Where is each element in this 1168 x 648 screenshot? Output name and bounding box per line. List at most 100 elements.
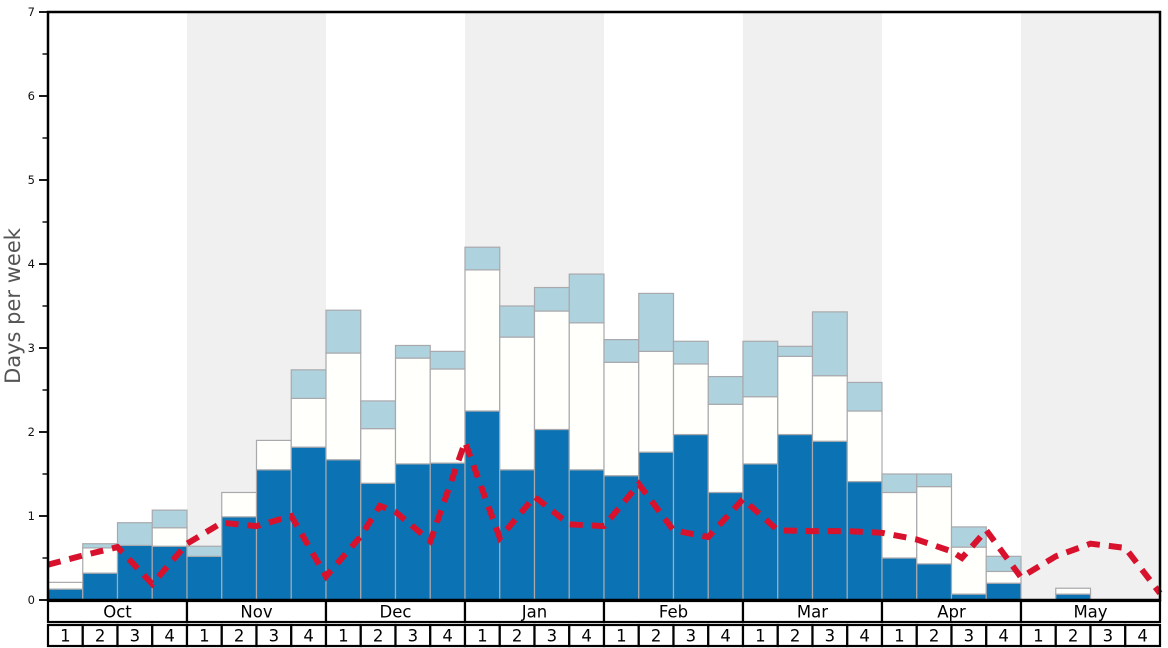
bar-Nov-3-white_segment: [255, 439, 292, 471]
bar-Mar-1-light_blue_segment: [742, 340, 779, 398]
bar-Apr-1-dark_blue_segment: [881, 557, 918, 601]
week-label: 2: [373, 627, 384, 646]
week-label: 3: [825, 627, 836, 646]
bar-Feb-4-light_blue_segment: [707, 375, 744, 405]
bar-Jan-3-dark_blue_segment: [533, 428, 570, 601]
bar-Feb-3-light_blue_segment: [672, 340, 709, 365]
month-row: Oct Nov Dec Jan Feb Mar Apr May: [46, 599, 1162, 624]
bar-Feb-4-dark_blue_segment: [707, 491, 744, 601]
week-label: 3: [269, 627, 280, 646]
bar-Dec-2-dark_blue_segment: [360, 482, 397, 601]
y-tick-label: 1: [28, 509, 35, 523]
week-label: 1: [616, 627, 627, 646]
bar-Oct-3-light_blue_segment: [116, 522, 153, 546]
bar-Nov-2-white_segment: [221, 491, 258, 518]
month-label: Apr: [937, 603, 966, 622]
week-row: 1 2 3 4 1 2 3 4 1 2 3 4 1 2 3 4 1 2 3 4 1 2 3 4 1 2 3 4 1 2 3 4: [46, 623, 1162, 648]
week-label: 3: [130, 627, 141, 646]
bar-Dec-3-light_blue_segment: [394, 344, 431, 359]
week-label: 2: [512, 627, 523, 646]
bar-Mar-1-white_segment: [742, 396, 779, 465]
week-label: 1: [894, 627, 905, 646]
bar-Apr-4-dark_blue_segment: [985, 582, 1022, 601]
bar-Feb-2-white_segment: [638, 350, 675, 453]
bar-Oct-4-light_blue_segment: [151, 509, 188, 529]
bar-Jan-1-light_blue_segment: [464, 246, 501, 271]
bar-Mar-3-dark_blue_segment: [811, 440, 848, 601]
y-tick-label: 7: [28, 5, 35, 19]
month-label: Feb: [659, 603, 688, 622]
bar-Feb-3-white_segment: [672, 363, 709, 436]
month-label: May: [1073, 603, 1107, 622]
bar-Nov-3-dark_blue_segment: [255, 469, 292, 601]
bar-Oct-2-dark_blue_segment: [82, 572, 119, 601]
bar-Dec-2-light_blue_segment: [360, 400, 397, 430]
bar-Jan-1-white_segment: [464, 269, 501, 412]
bar-Oct-3-dark_blue_segment: [116, 544, 153, 601]
month-label: Nov: [240, 603, 272, 622]
month-shade-band-may: [1021, 12, 1160, 600]
week-label: 3: [408, 627, 419, 646]
week-label: 1: [1033, 627, 1044, 646]
bar-Nov-2-dark_blue_segment: [221, 516, 258, 601]
week-label: 2: [234, 627, 245, 646]
week-label: 4: [442, 627, 453, 646]
week-label: 2: [95, 627, 106, 646]
bar-Nov-4-white_segment: [290, 397, 327, 448]
bar-Dec-3-white_segment: [394, 357, 431, 465]
bar-Dec-4-light_blue_segment: [429, 350, 466, 370]
y-tick-label: 2: [28, 425, 35, 439]
week-label: 1: [338, 627, 349, 646]
bar-Jan-2-light_blue_segment: [499, 305, 536, 338]
week-label: 4: [1137, 627, 1148, 646]
bar-Jan-4-light_blue_segment: [568, 273, 605, 324]
bar-Mar-4-dark_blue_segment: [846, 480, 883, 601]
bar-Apr-1-light_blue_segment: [881, 473, 918, 494]
week-label: 2: [790, 627, 801, 646]
bar-Mar-4-white_segment: [846, 410, 883, 483]
week-cell: [1124, 623, 1162, 648]
month-label: Dec: [380, 603, 412, 622]
y-tick-label: 0: [28, 593, 35, 607]
bar-Mar-3-white_segment: [811, 375, 848, 442]
y-tick-label: 5: [28, 173, 35, 187]
week-label: 1: [477, 627, 488, 646]
month-label: Mar: [797, 603, 828, 622]
y-tick-label: 6: [28, 89, 35, 103]
bar-Feb-3-dark_blue_segment: [672, 433, 709, 601]
red-dashed-trend-line: [47, 433, 1163, 596]
y-axis-title: Days per week: [1, 227, 25, 384]
week-label: 1: [60, 627, 71, 646]
bar-Oct-4-white_segment: [151, 527, 188, 547]
week-label: 3: [1103, 627, 1114, 646]
bar-Nov-1-light_blue_segment: [186, 545, 223, 557]
y-tick-label: 3: [28, 341, 35, 355]
bar-Nov-1-dark_blue_segment: [186, 555, 223, 601]
bar-Feb-1-light_blue_segment: [603, 339, 640, 363]
bar-Jan-4-dark_blue_segment: [568, 469, 605, 601]
bar-Mar-2-light_blue_segment: [777, 345, 814, 358]
bar-Dec-4-dark_blue_segment: [429, 462, 466, 601]
y-tick-label: 4: [28, 257, 35, 271]
bar-Jan-2-dark_blue_segment: [499, 469, 536, 601]
bar-Feb-4-white_segment: [707, 403, 744, 494]
bar-Dec-2-white_segment: [360, 428, 397, 484]
bar-May-2-white_segment: [1055, 587, 1092, 595]
bar-Oct-1-white_segment: [47, 581, 84, 590]
week-label: 3: [964, 627, 975, 646]
week-label: 4: [303, 627, 314, 646]
y-axis: 0 1 2 3 4 5 6 7 Days per week: [1, 5, 48, 607]
bar-Mar-2-dark_blue_segment: [777, 433, 814, 601]
bar-Apr-1-white_segment: [881, 491, 918, 559]
bar-Apr-2-light_blue_segment: [916, 473, 953, 488]
month-cell-may: [1019, 599, 1162, 624]
week-label: 2: [929, 627, 940, 646]
bar-Dec-1-dark_blue_segment: [325, 459, 362, 601]
week-label: 4: [720, 627, 731, 646]
bar-Jan-4-white_segment: [568, 322, 605, 471]
bar-Mar-3-light_blue_segment: [811, 311, 848, 377]
week-label: 3: [686, 627, 697, 646]
bar-Jan-2-white_segment: [499, 336, 536, 471]
